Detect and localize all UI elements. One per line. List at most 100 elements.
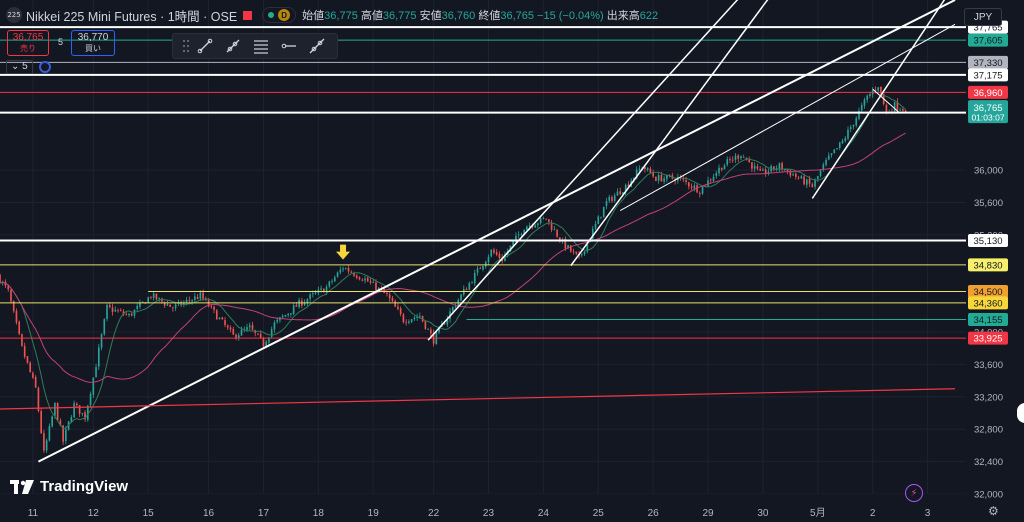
x-tick-label: 3 <box>925 508 931 519</box>
candle <box>849 124 852 133</box>
candle-body <box>413 317 416 319</box>
candle <box>616 188 619 196</box>
candle-body <box>355 275 358 278</box>
lightning-icon[interactable]: ⚡ <box>905 484 923 502</box>
candle-body <box>196 296 199 299</box>
candle-body <box>65 429 67 442</box>
symbol-icon[interactable]: 225 <box>6 7 22 23</box>
level-tag: 35,130 <box>968 234 1008 248</box>
candle-body <box>114 309 117 312</box>
candle-body <box>580 254 583 256</box>
horizontal-ray-tool-icon[interactable] <box>281 38 297 54</box>
x-tick-label: 18 <box>313 508 325 519</box>
candle-body <box>276 319 278 322</box>
candle-body <box>759 169 761 171</box>
candle-body <box>668 174 671 176</box>
candle-body <box>377 287 380 291</box>
candle-body <box>323 288 325 293</box>
candle-body <box>284 314 287 317</box>
candle-body <box>185 299 188 302</box>
candle-body <box>399 308 402 315</box>
candle-body <box>221 317 224 320</box>
candle <box>726 156 729 167</box>
candle-body <box>608 196 611 201</box>
fib-tool-icon[interactable] <box>253 38 269 54</box>
buy-button[interactable]: 36,770 買い <box>71 30 115 56</box>
candle-body <box>523 229 525 235</box>
trend-line <box>570 0 769 267</box>
candle <box>526 225 528 231</box>
candle <box>707 176 709 188</box>
indicator-ring-icon[interactable] <box>38 61 51 73</box>
market-status-pill[interactable]: D <box>262 7 297 23</box>
gear-icon[interactable]: ⚙ <box>988 504 999 518</box>
candle <box>350 270 353 274</box>
trend-line-tool-icon[interactable] <box>197 38 213 54</box>
candle-body <box>781 163 783 170</box>
candle-body <box>298 300 300 308</box>
candle <box>358 276 361 281</box>
candle-body <box>663 178 665 182</box>
drag-handle-icon[interactable] <box>179 38 195 54</box>
candle-body <box>844 138 847 141</box>
candle-body <box>644 167 646 170</box>
candle-body <box>806 179 808 185</box>
candle-body <box>827 155 830 160</box>
candle <box>575 251 578 256</box>
candle-body <box>797 177 800 179</box>
candle <box>822 162 825 172</box>
candle-body <box>869 94 871 97</box>
candle <box>465 287 468 291</box>
sell-button[interactable]: 36,765 売り <box>7 30 49 56</box>
candle-body <box>73 403 75 418</box>
extended-line-tool-icon[interactable] <box>309 38 325 54</box>
candle <box>290 313 292 318</box>
candle-body <box>556 230 558 237</box>
currency-button[interactable]: JPY <box>964 8 1002 26</box>
candle <box>520 232 523 237</box>
candle <box>737 154 740 162</box>
level-tag-label: 37,605 <box>973 36 1002 47</box>
candle <box>347 264 350 274</box>
bar-countdown-label: 01:03:07 <box>971 113 1004 123</box>
last-price-label: 36,765 <box>973 103 1002 114</box>
candle-body <box>394 301 397 307</box>
candle-body <box>122 311 125 315</box>
candle-body <box>495 252 498 255</box>
candle <box>751 162 753 172</box>
candle <box>553 226 556 231</box>
candle <box>759 165 761 172</box>
candle-body <box>248 325 251 328</box>
candle <box>734 153 737 164</box>
level-tag-bg <box>968 33 1008 47</box>
candle-body <box>539 217 542 224</box>
trend-line <box>427 0 739 341</box>
candle <box>487 254 490 266</box>
candle-body <box>825 159 827 166</box>
candle-body <box>822 164 825 170</box>
candle-body <box>753 165 756 169</box>
scroll-handle[interactable] <box>1017 403 1024 423</box>
candle-body <box>141 301 144 303</box>
candle <box>838 141 841 151</box>
flag-icon[interactable] <box>243 10 253 20</box>
candle <box>762 167 764 171</box>
level-tag-bg <box>968 296 1008 310</box>
candle-body <box>830 153 833 156</box>
candle <box>48 423 51 442</box>
tradingview-logo[interactable]: TradingView <box>10 478 128 495</box>
ray-tool-icon[interactable] <box>225 38 241 54</box>
candle-body <box>226 325 229 328</box>
candle-body <box>331 281 333 282</box>
candle-body <box>424 320 427 329</box>
candle <box>34 375 37 389</box>
candle <box>479 266 482 269</box>
chart-title[interactable]: Nikkei 225 Mini Futures · 1時間 · OSE <box>26 9 238 24</box>
candle <box>720 167 723 172</box>
candle-body <box>863 99 866 106</box>
indicator-collapse-button[interactable]: ⌄ 5 <box>6 60 33 74</box>
candle <box>7 284 10 292</box>
candle-body <box>616 191 619 196</box>
x-tick-label: 5月 <box>810 507 826 519</box>
